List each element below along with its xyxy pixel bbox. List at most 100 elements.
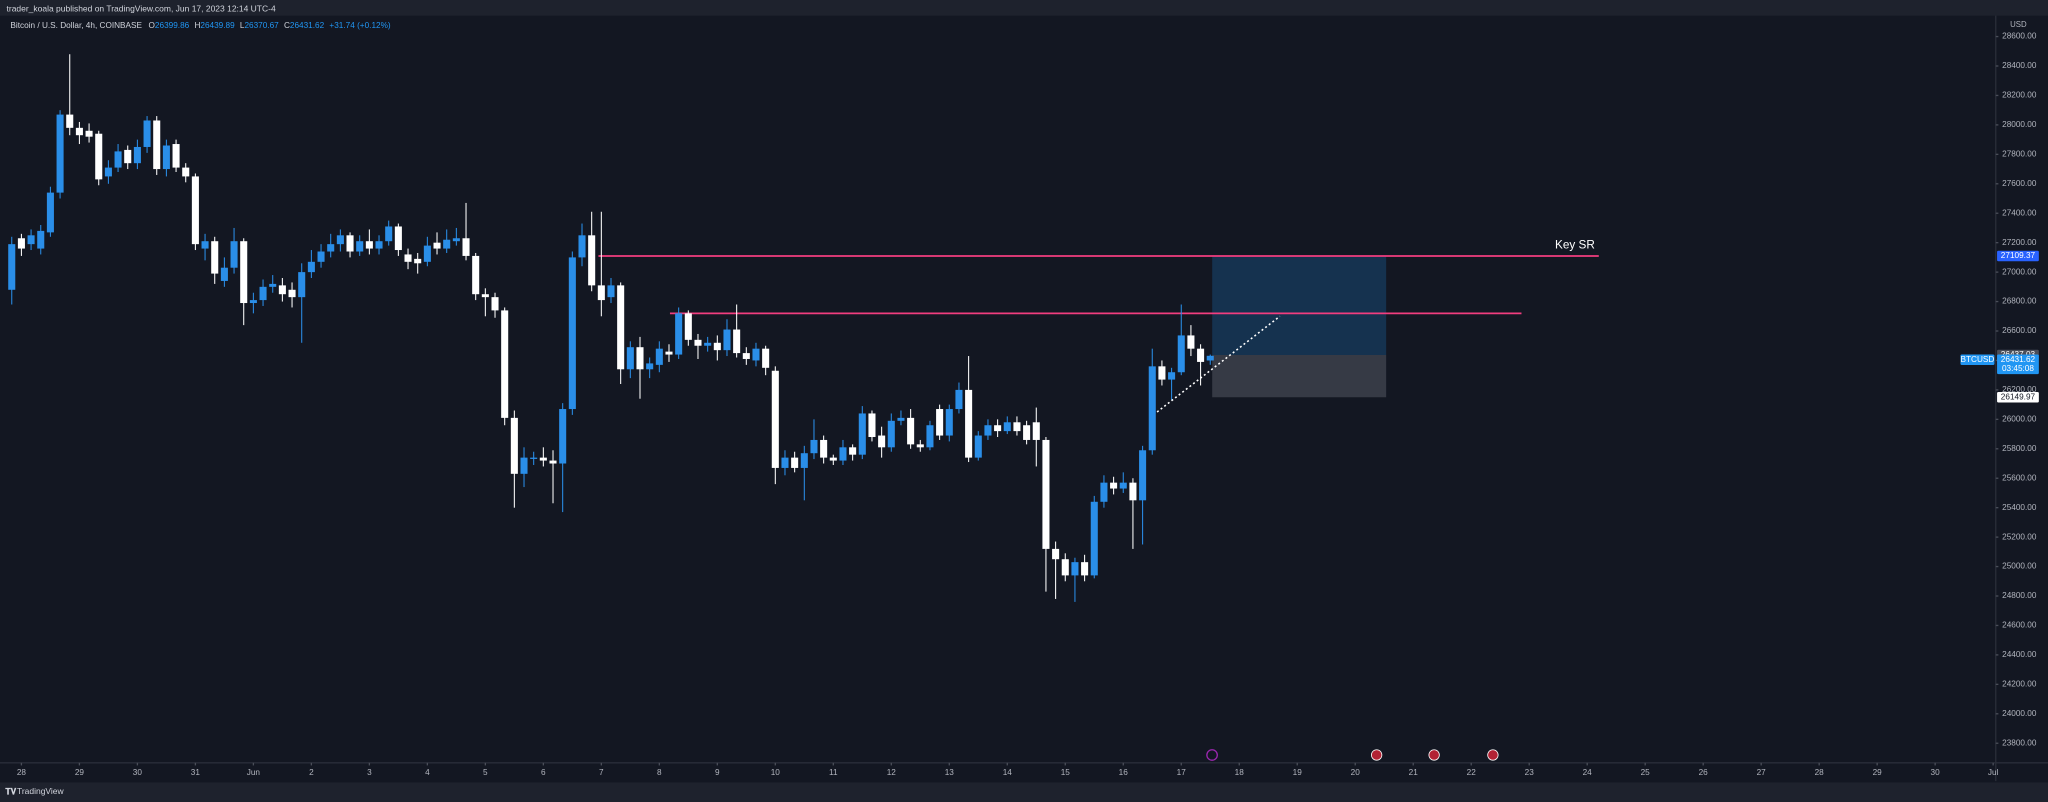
candle-body (481, 294, 489, 298)
candle-body (182, 167, 190, 177)
y-tick-label: 26800.00 (2002, 297, 2037, 306)
legend-key: L (240, 21, 245, 30)
candle-body (143, 120, 151, 147)
candle-body (800, 453, 808, 468)
candle-body (520, 457, 528, 474)
candle-body (1023, 425, 1031, 440)
candle-body (646, 363, 654, 370)
candle-body (762, 348, 770, 368)
candle-body (578, 235, 586, 258)
x-tick-label: 13 (945, 768, 955, 777)
y-tick-label: 24200.00 (2002, 680, 2037, 689)
candle-body (1013, 422, 1021, 432)
candle-body (694, 339, 702, 346)
legend-value: 26370.67 (244, 21, 279, 30)
x-tick-label: 18 (1235, 768, 1245, 777)
x-tick-label: 30 (133, 768, 143, 777)
candle-body (124, 149, 132, 164)
y-tick-label: 27000.00 (2002, 267, 2037, 276)
candle-body (955, 389, 963, 410)
candle-body (133, 146, 141, 164)
y-tick-label: 23800.00 (2002, 738, 2037, 747)
x-tick-label: 5 (483, 768, 488, 777)
candle-body (984, 425, 992, 436)
candle-body (1119, 482, 1127, 489)
candle-body (162, 145, 170, 170)
legend-value: 26439.89 (200, 21, 235, 30)
candle-body (1187, 335, 1195, 349)
candle-body (530, 457, 538, 459)
candle-body (211, 241, 219, 274)
candle-body (1052, 548, 1060, 560)
candle-body (1003, 422, 1011, 432)
candle-body (37, 230, 45, 249)
candle-body (307, 261, 315, 273)
candle-body (539, 457, 547, 461)
candle-body (317, 251, 325, 262)
x-tick-label: 26 (1699, 768, 1709, 777)
legend-key: H (194, 21, 200, 30)
y-tick-label: 25200.00 (2002, 532, 2037, 541)
x-tick-label: 24 (1583, 768, 1593, 777)
y-tick-label: 28000.00 (2002, 120, 2037, 129)
legend-key: C (284, 21, 290, 30)
y-tick-label: 25800.00 (2002, 444, 2037, 453)
candle-body (46, 192, 54, 233)
candle-body (240, 241, 248, 304)
y-tick-label: 26200.00 (2002, 385, 2037, 394)
candle-body (829, 457, 837, 461)
candle-body (907, 417, 915, 445)
candle-body (588, 235, 596, 286)
y-tick-label: 26000.00 (2002, 415, 2037, 424)
candle-body (95, 133, 103, 180)
candle-body (66, 114, 74, 128)
candle-body (926, 425, 934, 448)
x-tick-label: 6 (541, 768, 546, 777)
y-tick-label: 28600.00 (2002, 32, 2037, 41)
candle-body (1177, 335, 1185, 373)
legend: Bitcoin / U.S. Dollar, 4h, COINBASE O2639… (10, 21, 390, 30)
y-tick-label: 27200.00 (2002, 238, 2037, 247)
candle-body (423, 245, 431, 262)
x-tick-label: 22 (1467, 768, 1477, 777)
candle-body (288, 289, 296, 298)
y-tick-label: 25600.00 (2002, 473, 2037, 482)
symbol-tag: BTCUSD (1961, 355, 1995, 364)
candle-body (56, 114, 64, 193)
x-tick-label: 2 (309, 768, 314, 777)
position-loss-zone (1212, 355, 1387, 398)
candle-body (230, 241, 238, 268)
x-tick-label: 11 (829, 768, 838, 777)
candle-body (114, 151, 122, 168)
candle-body (636, 347, 644, 370)
last-price-tag-bg (1997, 354, 2039, 375)
logo: 𝐓𝐕 (5, 786, 16, 796)
x-tick-label: 8 (657, 768, 662, 777)
y-tick-label: 28400.00 (2002, 61, 2037, 70)
candle-body (1110, 482, 1118, 489)
candle-body (17, 238, 25, 249)
candle-body (356, 241, 364, 252)
candle-body (327, 244, 335, 252)
candle-body (713, 342, 721, 351)
x-tick-label: 28 (1815, 768, 1825, 777)
candle-body (849, 447, 857, 455)
y-tick-label: 26600.00 (2002, 326, 2037, 335)
x-tick-label: 17 (1177, 768, 1187, 777)
footer-bar (0, 782, 2048, 802)
level-label: Key SR (1555, 239, 1595, 252)
candle-body (791, 457, 799, 468)
candle-body (1081, 562, 1089, 576)
candle-body (1090, 501, 1098, 576)
candle-body (945, 409, 953, 436)
candle-body (878, 435, 886, 448)
x-tick-label: 30 (1931, 768, 1941, 777)
x-tick-label: 12 (887, 768, 897, 777)
candle-body (75, 127, 83, 136)
candle-body (385, 226, 393, 242)
x-tick-label: 29 (75, 768, 85, 777)
candle-body (104, 167, 112, 177)
candle-body (626, 347, 634, 370)
